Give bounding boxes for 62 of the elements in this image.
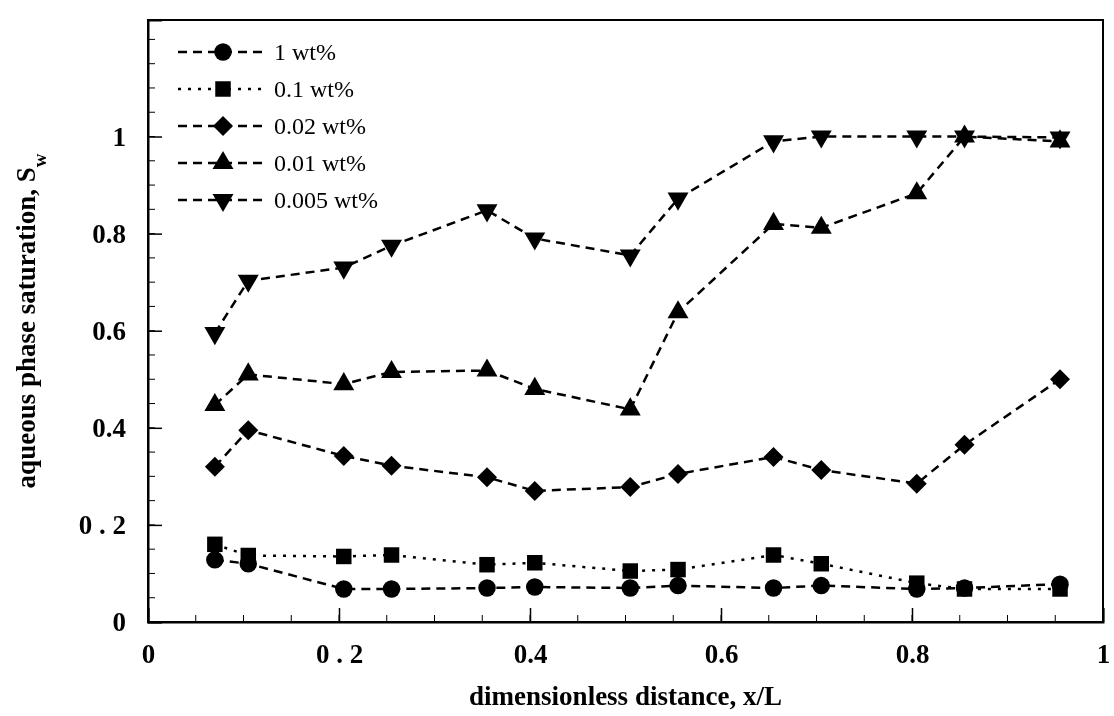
point (336, 548, 352, 565)
point (906, 130, 928, 149)
x-tick-label: 0.4 (513, 639, 548, 670)
legend-label: 0.1 wt% (274, 76, 354, 102)
point (478, 579, 496, 597)
point (382, 580, 401, 598)
x-axis-title: dimensionless distance, x/L (469, 681, 782, 711)
legend-label: 0.005 wt% (274, 187, 378, 213)
point (335, 580, 353, 598)
point (1050, 369, 1071, 390)
point (668, 463, 689, 484)
point (333, 261, 355, 280)
point (476, 204, 498, 223)
point (906, 473, 927, 494)
point (240, 547, 257, 564)
point (237, 274, 259, 293)
point (206, 551, 224, 569)
point (763, 135, 784, 154)
y-tick-label: 1 (112, 121, 126, 152)
point (670, 561, 686, 578)
point (813, 556, 830, 572)
y-tick-label: 0.8 (92, 218, 126, 249)
point (383, 547, 400, 563)
point (763, 446, 784, 467)
point (812, 576, 831, 595)
y-tick-label: 0 (112, 607, 126, 638)
point (810, 130, 832, 149)
point (381, 239, 402, 258)
point (238, 420, 259, 441)
legend-label: 0.01 wt% (274, 150, 366, 176)
point (524, 232, 546, 251)
x-tick-label: 0 . 2 (315, 639, 364, 670)
y-tick-label: 0 . 2 (78, 510, 126, 541)
legend-label: 0.02 wt% (274, 113, 366, 139)
y-tick-label: 0.4 (92, 412, 126, 443)
y-tick-label: 0.6 (92, 315, 126, 346)
point (207, 536, 223, 553)
x-tick-label: 0 (141, 639, 156, 670)
point (333, 445, 354, 466)
point (765, 547, 782, 563)
point (204, 456, 225, 477)
point (526, 578, 544, 596)
x-tick-label: 0.6 (704, 639, 739, 670)
point (669, 576, 687, 595)
point (764, 579, 783, 597)
point (622, 563, 639, 579)
point (479, 556, 495, 573)
legend-label: 1 wt% (274, 39, 336, 65)
point (620, 477, 641, 498)
point (621, 579, 640, 597)
x-tick-label: 1 (1096, 639, 1111, 670)
point (381, 455, 402, 476)
point (619, 249, 641, 268)
point (811, 460, 832, 481)
point (524, 480, 545, 501)
x-tick-label: 0.8 (895, 639, 930, 670)
point (477, 467, 498, 488)
point (667, 192, 689, 211)
point (204, 327, 226, 346)
point (954, 130, 975, 149)
point (954, 434, 975, 455)
point (527, 555, 543, 571)
